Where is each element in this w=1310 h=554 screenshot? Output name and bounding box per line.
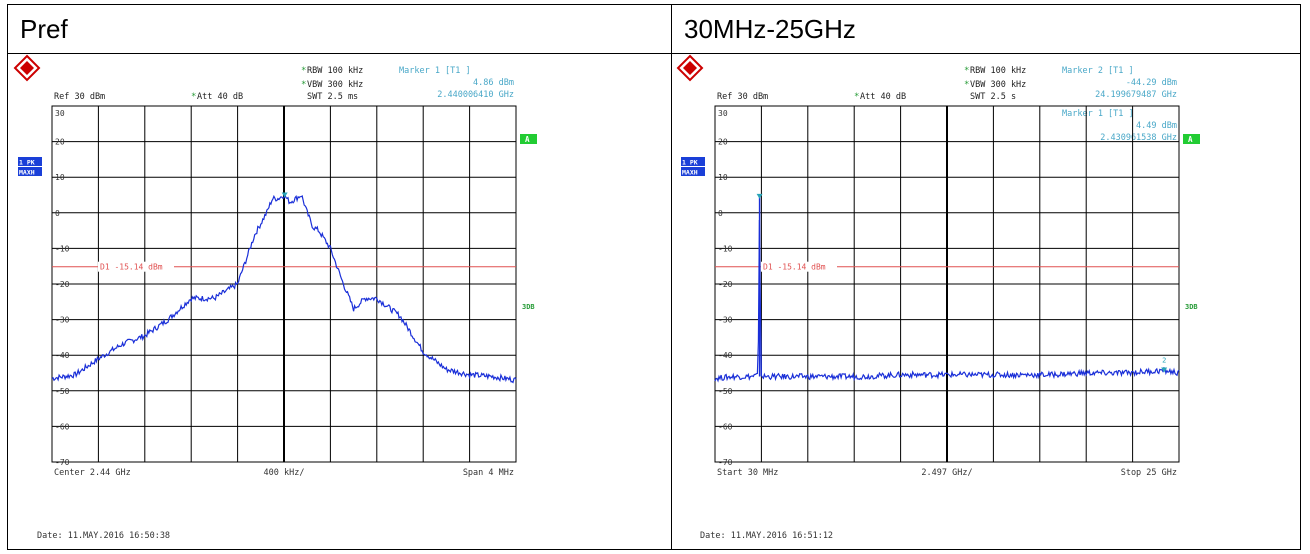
y-tick-label: -60 — [55, 422, 70, 431]
d1-label-bg — [761, 261, 837, 272]
y-tick-label: 0 — [55, 209, 60, 218]
badge-a: A — [525, 135, 530, 144]
marker-1-icon — [756, 193, 763, 199]
marker-info-level: 4.86 dBm — [473, 78, 514, 88]
y-tick-label: -40 — [718, 351, 733, 360]
marker-info-frequency: 2.440006410 GHz — [437, 90, 514, 100]
y-tick-label: -30 — [718, 316, 733, 325]
vbw-setting: VBW 300 kHz — [307, 80, 363, 90]
marker-1-icon — [281, 192, 288, 198]
y-tick-label: 0 — [718, 209, 723, 218]
rbw-star-icon: * — [964, 66, 969, 76]
marker-2-icon — [1161, 367, 1168, 373]
y-tick-label: -70 — [55, 458, 70, 467]
att-star-icon: * — [191, 92, 196, 102]
timestamp: Date: 11.MAY.2016 16:51:12 — [700, 531, 833, 541]
badge-a-box — [520, 134, 537, 144]
marker-info-frequency: 2.430961538 GHz — [1100, 133, 1177, 143]
y-tick-label: 10 — [55, 173, 65, 182]
trace-label-box-2 — [681, 167, 705, 176]
reference-level: Ref 30 dBm — [717, 92, 768, 102]
marker-info-label: Marker 2 [T1 ] — [1062, 66, 1134, 76]
badge-a: A — [1188, 135, 1193, 144]
vbw-setting: VBW 300 kHz — [970, 80, 1026, 90]
y-tick-label: -10 — [55, 244, 70, 253]
sweep-time: SWT 2.5 s — [970, 92, 1016, 102]
y-tick-label: -70 — [718, 458, 733, 467]
attenuation: Att 40 dB — [860, 92, 906, 102]
y-tick-label: 30 — [55, 109, 65, 118]
x-axis-division-label: 2.497 GHz/ — [921, 468, 972, 478]
att-star-icon: * — [854, 92, 859, 102]
d1-label: D1 -15.14 dBm — [763, 263, 826, 272]
brand-logo-inner — [683, 61, 697, 75]
panel-title-pref: Pref — [20, 14, 68, 44]
badge-a-box — [1183, 134, 1200, 144]
y-tick-label: -20 — [55, 280, 70, 289]
panel-title-range: 30MHz-25GHz — [684, 14, 856, 44]
trace-label-box-1 — [681, 157, 705, 166]
x-axis-division-label: 400 kHz/ — [264, 468, 305, 478]
brand-logo-inner — [20, 61, 34, 75]
marker-info-level: -44.29 dBm — [1126, 78, 1177, 88]
rbw-setting: RBW 100 kHz — [307, 66, 363, 76]
y-tick-label: 10 — [718, 173, 728, 182]
y-tick-label: -60 — [718, 422, 733, 431]
y-tick-label: -20 — [718, 280, 733, 289]
d1-label: D1 -15.14 dBm — [100, 263, 163, 272]
y-tick-label: -30 — [55, 316, 70, 325]
x-axis-start-label: Center 2.44 GHz — [54, 468, 131, 478]
marker-info-frequency: 24.199679487 GHz — [1095, 90, 1177, 100]
rbw-setting: RBW 100 kHz — [970, 66, 1026, 76]
y-tick-label: 30 — [718, 109, 728, 118]
spectrum-plot-pref: RBW 100 kHz VBW 300 kHz SWT 2.5 ms Ref 30 d… — [13, 54, 537, 541]
x-axis-stop-label: Span 4 MHz — [463, 468, 514, 478]
trace-label-2: MAXH — [19, 169, 35, 177]
panel-divider — [671, 4, 672, 550]
reference-level: Ref 30 dBm — [54, 92, 105, 102]
sweep-time: SWT 2.5 ms — [307, 92, 358, 102]
figure-frame — [7, 4, 1301, 550]
trace-label-box-2 — [18, 167, 42, 176]
y-tick-label: 20 — [55, 138, 65, 147]
attenuation: Att 40 dB — [197, 92, 243, 102]
rbw-star-icon: * — [301, 66, 306, 76]
marker-info-label: Marker 1 [T1 ] — [399, 66, 471, 76]
vbw-star-icon: * — [301, 80, 306, 90]
badge-3db: 3DB — [1185, 303, 1198, 311]
trace-label-2: MAXH — [682, 169, 698, 177]
trace-label-box-1 — [18, 157, 42, 166]
spectrum-plot-range: RBW 100 kHz VBW 300 kHz SWT 2.5 s Ref 30 dB… — [676, 54, 1200, 541]
y-tick-label: -10 — [718, 244, 733, 253]
vbw-star-icon: * — [964, 80, 969, 90]
y-tick-label: -50 — [718, 387, 733, 396]
y-tick-label: -40 — [55, 351, 70, 360]
x-axis-start-label: Start 30 MHz — [717, 468, 778, 478]
x-axis-stop-label: Stop 25 GHz — [1121, 468, 1177, 478]
badge-3db: 3DB — [522, 303, 535, 311]
y-tick-label: 20 — [718, 138, 728, 147]
header-divider — [7, 53, 1301, 54]
marker-info-level: 4.49 dBm — [1136, 121, 1177, 131]
spectrum-trace — [714, 219, 1180, 383]
y-tick-label: -50 — [55, 387, 70, 396]
marker-info-label: Marker 1 [T1 ] — [1062, 109, 1134, 119]
trace-label-1: 1 PK — [682, 159, 698, 167]
trace-label-1: 1 PK — [19, 159, 35, 167]
timestamp: Date: 11.MAY.2016 16:50:38 — [37, 531, 170, 541]
marker-2-number: 2 — [1162, 356, 1166, 364]
spectrum-trace — [51, 193, 517, 384]
d1-label-bg — [98, 261, 174, 272]
